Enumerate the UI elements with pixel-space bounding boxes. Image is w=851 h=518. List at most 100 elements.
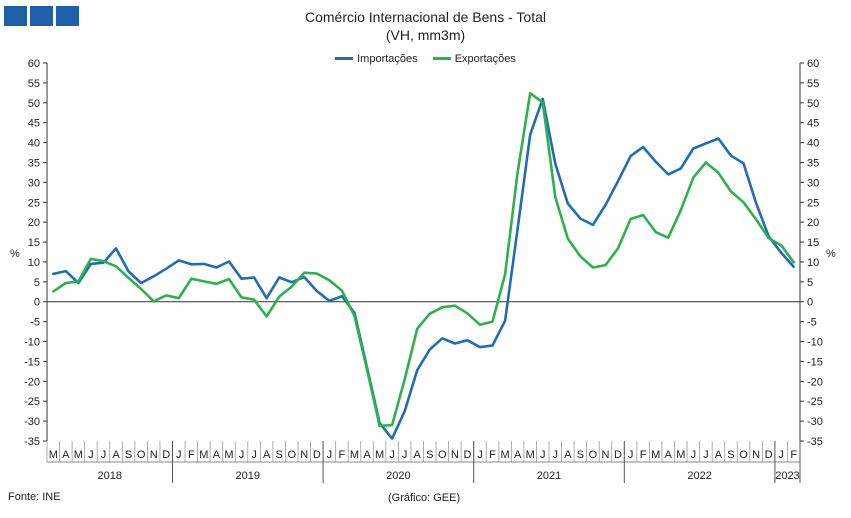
x-tick-label-month: D [463,449,471,461]
y-tick-label-left: -15 [24,356,40,368]
y-tick-label-right: -15 [807,356,823,368]
y-tick-label-right: 15 [807,237,819,249]
x-tick-label-month: D [313,449,321,461]
x-tick-label-month: A [363,449,371,461]
x-tick-label-month: N [300,449,308,461]
logo-square-3 [56,6,79,26]
y-tick-label-right: -10 [807,337,823,349]
logo-square-2 [30,6,53,26]
x-tick-label-month: J [88,449,94,461]
y-tick-label-left: 20 [28,217,40,229]
x-tick-label-month: A [213,449,221,461]
y-axis-label-left: % [10,248,20,260]
series-line-importacoes [51,97,796,440]
y-tick-label-right: 10 [807,257,819,269]
y-tick-label-right: 40 [807,138,819,150]
x-tick-label-month: J [477,449,483,461]
x-tick-label-month: J [101,449,107,461]
x-tick-label-month: M [526,449,535,461]
x-tick-label-month: S [125,449,132,461]
x-tick-label-month: S [577,449,584,461]
y-tick-label-left: -10 [24,337,40,349]
x-tick-label-year: 2022 [687,470,711,482]
x-tick-label-month: F [339,449,346,461]
x-tick-label-year: 2020 [386,470,410,482]
legend-label-exports: Exportações [454,52,516,65]
x-tick-label-month: M [350,449,359,461]
x-tick-label-month: M [224,449,233,461]
y-tick-label-right: 20 [807,217,819,229]
y-tick-label-left: 40 [28,138,40,150]
x-tick-label-month: J [703,449,709,461]
y-tick-label-left: 0 [34,297,40,309]
x-tick-label-month: A [514,449,522,461]
x-tick-label-month: N [150,449,158,461]
x-tick-label-month: J [691,449,697,461]
x-tick-label-month: A [715,449,723,461]
source-note: Fonte: INE [8,491,61,503]
x-tick-label-month: N [601,449,609,461]
x-tick-label-month: D [765,449,773,461]
y-tick-label-right: 5 [807,277,813,289]
x-tick-label-month: F [188,449,195,461]
x-tick-label-month: S [727,449,734,461]
x-tick-label-year: 2019 [236,470,260,482]
y-tick-label-left: 25 [28,197,40,209]
y-tick-label-left: -20 [24,376,40,388]
x-tick-label-month: S [276,449,283,461]
x-tick-label-month: A [263,449,271,461]
x-tick-label-month: A [62,449,70,461]
y-tick-label-right: -35 [807,436,823,448]
chart-title: Comércio Internacional de Bens - Total [305,9,546,25]
chart-credit: (Gráfico: GEE) [388,492,461,504]
x-tick-label-month: J [628,449,634,461]
x-tick-label-month: A [665,449,673,461]
x-tick-label-month: M [375,449,384,461]
x-tick-label-month: F [790,449,797,461]
x-tick-label-month: F [640,449,647,461]
x-tick-label-year: 2021 [537,470,561,482]
legend-swatch-exports [432,57,451,60]
x-tick-label-month: A [414,449,422,461]
y-axis-label-right: % [826,248,836,260]
chart-subtitle: (VH, mm3m) [385,27,466,43]
x-tick-label-month: M [500,449,509,461]
x-tick-label-month: M [49,449,58,461]
y-tick-label-right: 60 [807,58,819,70]
legend-item-imports: Importações [335,53,418,65]
x-tick-label-month: D [614,449,622,461]
y-tick-label-right: -25 [807,396,823,408]
y-tick-label-right: 45 [807,118,819,130]
x-tick-label-month: J [402,449,408,461]
x-tick-label-month: O [589,449,598,461]
y-tick-label-right: 0 [807,297,813,309]
y-tick-label-left: 35 [28,157,40,169]
y-tick-label-left: -5 [30,317,40,329]
x-tick-label-month: O [137,449,146,461]
x-tick-label-month: M [676,449,685,461]
y-tick-label-left: 55 [28,78,40,90]
x-tick-label-month: J [540,449,546,461]
y-tick-label-right: -30 [807,416,823,428]
x-tick-label-month: J [239,449,245,461]
x-tick-label-month: O [287,449,296,461]
y-tick-label-right: 50 [807,98,819,110]
x-tick-label-month: M [74,449,83,461]
y-tick-label-left: -35 [24,436,40,448]
y-tick-label-right: 30 [807,177,819,189]
y-tick-label-left: 30 [28,177,40,189]
y-tick-label-right: 25 [807,197,819,209]
legend: Importações Exportações [0,51,851,65]
x-tick-label-month: N [451,449,459,461]
y-tick-label-left: 5 [34,277,40,289]
x-tick-label-month: A [564,449,572,461]
x-tick-label-month: S [426,449,433,461]
x-tick-label-month: F [489,449,496,461]
x-tick-label-month: N [752,449,760,461]
y-tick-label-right: 55 [807,78,819,90]
y-tick-label-left: -25 [24,396,40,408]
x-tick-label-month: J [389,449,395,461]
legend-swatch-imports [335,57,354,60]
logo-square-1 [4,6,27,26]
